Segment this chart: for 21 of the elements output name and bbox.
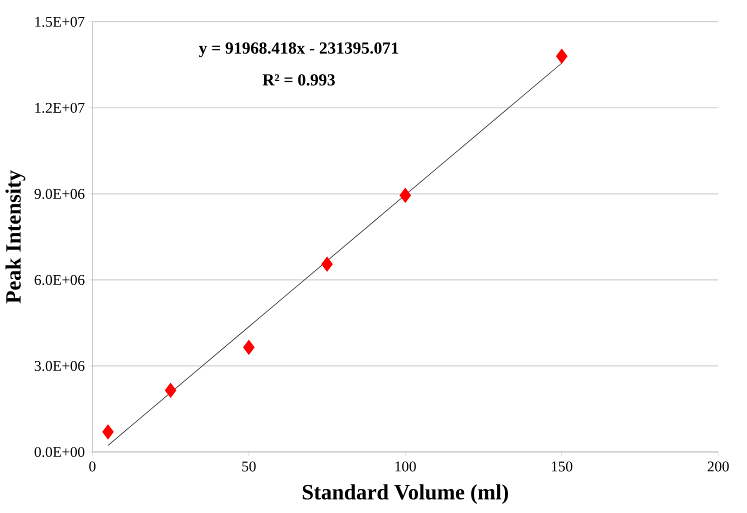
x-tick-label: 150 <box>552 462 572 472</box>
annotation: y = 91968.418x - 231395.071 <box>198 42 398 58</box>
point <box>164 382 176 398</box>
y-tick-label: 9.0E+06 <box>34 189 84 200</box>
y-tick-label: 3.0E+06 <box>34 361 84 372</box>
x-tick-label: 200 <box>708 462 729 472</box>
point <box>556 48 568 64</box>
point <box>243 340 255 356</box>
point <box>400 188 412 204</box>
y-tick-label: 1.5E+07 <box>35 17 84 28</box>
y-tick-label: 0.0E+00 <box>34 447 84 458</box>
y-tick-label: 1.2E+07 <box>35 103 84 114</box>
y-tick-label: 6.0E+06 <box>34 275 84 286</box>
point <box>102 424 114 440</box>
x-tick-label: 0 <box>89 462 96 472</box>
x-axis-title: Standard Volume (ml) <box>302 484 508 504</box>
y-axis-title: Peak Intensity <box>5 170 26 304</box>
annotation: R² = 0.993 <box>262 74 335 86</box>
x-tick-label: 50 <box>242 462 256 472</box>
x-tick-label: 100 <box>395 462 416 472</box>
point <box>321 256 333 272</box>
